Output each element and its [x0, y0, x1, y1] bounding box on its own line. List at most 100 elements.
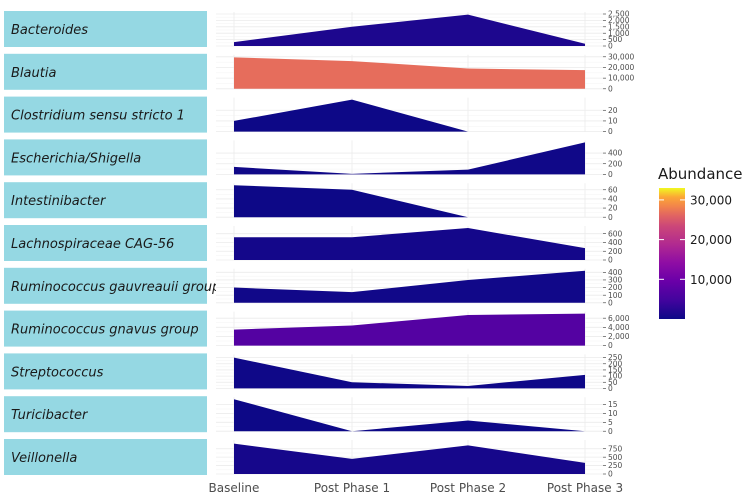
y-tick-label: 0 [608, 427, 613, 436]
y-tick-label: 400 [608, 149, 623, 158]
y-tick-label: 300 [608, 276, 623, 285]
y-tick-label: 0 [608, 256, 613, 265]
y-tick-label: 750 [608, 444, 623, 453]
y-tick-label: 20 [608, 106, 618, 115]
y-tick-label: 40 [608, 195, 618, 204]
y-tick-label: 10 [608, 117, 618, 126]
area-series [234, 270, 585, 303]
panel-strip [4, 439, 207, 475]
panel: Clostridium sensu stricto 1 010 20 [4, 96, 618, 136]
panels: Bacteroides05001,0001,5002,0002,500Blaut… [4, 10, 634, 479]
area-series [234, 57, 585, 89]
panel-strip-label: Blautia [11, 66, 56, 81]
y-tick-label: 20 [608, 204, 618, 213]
panel-strip-label: Streptococcus [11, 365, 104, 380]
legend-ticks: 10,000 20,000 30,000 [659, 193, 732, 287]
y-tick-label: 15 [608, 400, 618, 409]
legend-tick-label: 30,000 [690, 193, 732, 207]
y-tick-label: 0 [608, 298, 613, 307]
y-tick-label: 0 [608, 84, 613, 93]
panel-strip-label: Ruminococcus gauvreauii group [11, 280, 220, 295]
y-tick-label: 200 [608, 247, 623, 256]
panel-strip-label: Intestinibacter [11, 194, 107, 209]
panel-strip-label: Clostridium sensu stricto 1 [11, 109, 185, 124]
area-series [234, 14, 585, 47]
area-series [234, 443, 585, 474]
y-tick-label: 200 [608, 359, 623, 368]
panel-strip-label: Lachnospiraceae CAG-56 [11, 237, 174, 252]
panel-strip [4, 182, 207, 219]
y-tick-label: 1,500 [608, 22, 630, 31]
x-tick-label: Baseline [209, 481, 260, 495]
legend-title: Abundance [658, 165, 743, 183]
panel: Ruminococcus gauvreauii group 01002003004… [4, 267, 623, 307]
y-tick-label: 6,000 [608, 314, 630, 323]
y-tick-label: 2,000 [608, 16, 630, 25]
area-series [234, 228, 585, 260]
area-series [234, 399, 585, 432]
panel-strip [4, 267, 207, 304]
y-tick-label: 100 [608, 291, 623, 300]
y-tick-label: 1,000 [608, 29, 630, 38]
x-tick-label: Post Phase 3 [547, 481, 623, 495]
y-tick-label: 500 [608, 453, 623, 462]
y-tick-label: 0 [608, 42, 613, 51]
x-axis: Baseline Post Phase 1 Post Phase 2 Post Pha… [209, 481, 624, 495]
y-tick-label: 0 [608, 341, 613, 350]
y-tick-label: 4,000 [608, 323, 630, 332]
y-tick-label: 250 [608, 461, 623, 470]
y-tick-label: 20,000 [608, 63, 634, 72]
area-series [234, 357, 585, 389]
y-tick-label: 400 [608, 238, 623, 247]
legend-tick-label: 10,000 [690, 273, 732, 287]
panel-strip-label: Escherichia/Shigella [11, 151, 141, 166]
y-tick-label: 10,000 [608, 74, 634, 83]
y-tick-label: 100 [608, 372, 623, 381]
y-tick-label: 500 [608, 35, 623, 44]
panel-strip [4, 53, 207, 90]
legend-colorbar [659, 188, 685, 319]
area-series [234, 99, 585, 132]
panel-strip [4, 353, 207, 390]
panel: Blautia 010,000 20,000 30,000 [4, 52, 634, 93]
y-tick-label: 400 [608, 268, 623, 277]
panel-strip-label: Turicibacter [11, 408, 89, 423]
y-tick-label: 5 [608, 418, 613, 427]
y-tick-label: 250 [608, 353, 623, 362]
y-tick-label: 150 [608, 366, 623, 375]
y-tick-label: 600 [608, 229, 623, 238]
area-series [234, 142, 585, 175]
panel-strip [4, 139, 207, 176]
y-tick-label: 30,000 [608, 52, 634, 61]
area-series [234, 313, 585, 346]
y-tick-label: 0 [608, 384, 613, 393]
legend-tick-label: 20,000 [690, 233, 732, 247]
y-tick-label: 2,500 [608, 10, 630, 19]
y-tick-label: 50 [608, 378, 618, 387]
area-series [234, 185, 585, 218]
legend: Abundance 10,000 20,000 30,000 [658, 165, 743, 319]
y-tick-label: 0 [608, 213, 613, 222]
panel-strip [4, 310, 207, 347]
panel-strip [4, 396, 207, 433]
y-tick-label: 200 [608, 283, 623, 292]
x-tick-label: Post Phase 2 [430, 481, 506, 495]
x-tick-label: Post Phase 1 [314, 481, 390, 495]
panel-strip [4, 11, 207, 47]
y-tick-label: 10 [608, 409, 618, 418]
panel-strip-label: Bacteroides [11, 23, 88, 38]
y-tick-label: 0 [608, 470, 613, 479]
panel-strip [4, 225, 207, 261]
y-tick-label: 0 [608, 170, 613, 179]
y-tick-label: 2,000 [608, 332, 630, 341]
panel-strip-label: Ruminococcus gnavus group [11, 323, 199, 338]
y-tick-label: 60 [608, 185, 618, 194]
panel: Ruminococcus gnavus group 02,0004,0006,00… [4, 310, 630, 350]
